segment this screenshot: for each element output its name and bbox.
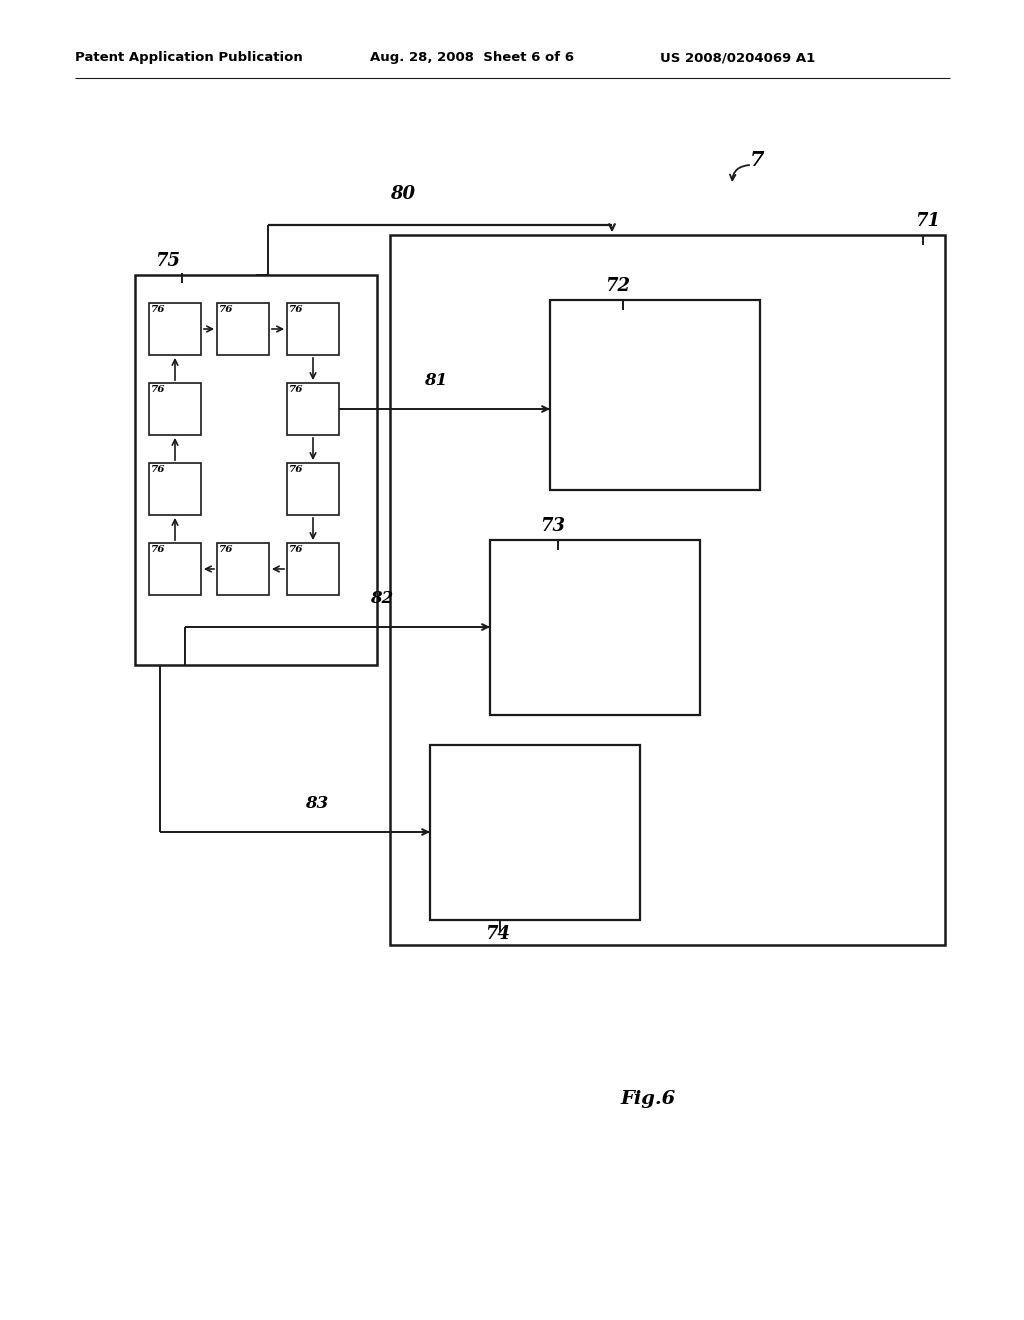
Bar — [150, 543, 201, 595]
Text: 81: 81 — [424, 372, 447, 389]
Bar — [287, 543, 339, 595]
Text: Aug. 28, 2008  Sheet 6 of 6: Aug. 28, 2008 Sheet 6 of 6 — [370, 51, 574, 65]
Text: 82: 82 — [370, 590, 393, 607]
Bar — [217, 543, 269, 595]
Bar — [490, 540, 700, 715]
Bar — [430, 744, 640, 920]
Text: 76: 76 — [151, 305, 166, 314]
Text: 76: 76 — [289, 465, 303, 474]
Bar — [150, 383, 201, 436]
Text: 75: 75 — [155, 252, 180, 271]
Bar — [550, 300, 760, 490]
Text: 76: 76 — [151, 385, 166, 393]
Text: 76: 76 — [289, 545, 303, 554]
Bar — [390, 235, 945, 945]
Text: 80: 80 — [390, 185, 415, 203]
Text: US 2008/0204069 A1: US 2008/0204069 A1 — [660, 51, 815, 65]
Text: 83: 83 — [305, 795, 329, 812]
Text: 76: 76 — [219, 305, 233, 314]
Text: 76: 76 — [219, 545, 233, 554]
Bar — [287, 463, 339, 515]
Text: 73: 73 — [540, 517, 565, 535]
Text: 7: 7 — [750, 150, 765, 170]
Text: 76: 76 — [151, 545, 166, 554]
Text: 72: 72 — [605, 277, 630, 294]
Bar — [135, 275, 377, 665]
Text: 76: 76 — [289, 385, 303, 393]
Text: Fig.6: Fig.6 — [620, 1090, 675, 1107]
Bar — [287, 304, 339, 355]
Bar — [150, 463, 201, 515]
Text: 76: 76 — [151, 465, 166, 474]
Bar — [150, 304, 201, 355]
Text: 74: 74 — [485, 925, 510, 942]
Bar — [287, 383, 339, 436]
Text: 71: 71 — [915, 213, 940, 230]
Bar — [217, 304, 269, 355]
Text: 76: 76 — [289, 305, 303, 314]
Text: Patent Application Publication: Patent Application Publication — [75, 51, 303, 65]
